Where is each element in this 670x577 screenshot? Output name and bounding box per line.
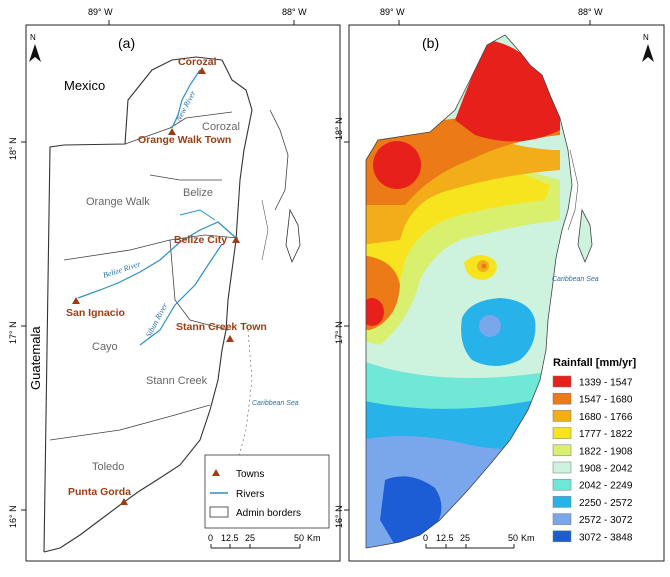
town-marker xyxy=(198,67,206,74)
panel-a-scale-bar: 0 12.5 25 50 Km xyxy=(208,533,321,549)
legend-range-label: 1547 - 1680 xyxy=(579,395,633,406)
panel-b-label: (b) xyxy=(422,35,439,51)
svg-text:0: 0 xyxy=(423,533,428,543)
district-label-corozal: Corozal xyxy=(202,121,240,133)
legend-range-label: 1908 - 2042 xyxy=(579,464,633,475)
town-label-corozal: Corozal xyxy=(178,56,217,68)
legend-range-label: 2250 - 2572 xyxy=(579,498,633,509)
svg-text:N: N xyxy=(30,33,36,42)
borders-legend-icon xyxy=(209,506,229,518)
legend-swatch xyxy=(552,461,572,474)
lon-tick-89w: 89° W xyxy=(88,7,113,17)
legend-range-label: 3072 - 3848 xyxy=(579,532,633,543)
lon-tick-88w-b: 88° W xyxy=(578,7,603,17)
country-border xyxy=(43,56,223,553)
legend-swatch xyxy=(552,478,572,491)
district-label-toledo: Toledo xyxy=(92,461,124,473)
panel-a-legend: Towns Rivers Admin borders xyxy=(204,454,330,529)
lon-tick-89w-b: 89° W xyxy=(380,7,405,17)
legend-swatch xyxy=(552,427,572,439)
legend-rivers: Rivers xyxy=(236,489,264,500)
svg-text:12.5: 12.5 xyxy=(436,533,454,543)
new-river-line xyxy=(171,69,201,129)
svg-text:12.5: 12.5 xyxy=(221,533,239,543)
legend-swatch xyxy=(552,392,572,405)
district-label-cayo: Cayo xyxy=(92,341,118,353)
lat-tick-16n: 16° N xyxy=(8,505,18,528)
svg-text:50: 50 xyxy=(294,533,304,543)
legend-title: Rainfall [mm/yr] xyxy=(553,357,636,369)
svg-text:25: 25 xyxy=(245,533,255,543)
legend-range-label: 2572 - 3072 xyxy=(579,515,633,526)
panel-b: 89° W 88° W 18° N 17° N 16° N (b) N xyxy=(334,7,665,562)
district-label-stann-creek: Stann Creek xyxy=(146,375,208,387)
sibun-river-line xyxy=(139,243,223,346)
district-label-belize: Belize xyxy=(183,187,213,199)
town-marker xyxy=(120,498,128,505)
town-marker xyxy=(168,128,176,135)
lon-tick-88w: 88° W xyxy=(282,7,307,17)
legend-range-label: 2042 - 2249 xyxy=(579,481,633,492)
legend-range-label: 1777 - 1822 xyxy=(579,429,633,440)
legend-swatch xyxy=(552,375,572,388)
lat-tick-18n: 18° N xyxy=(8,137,18,160)
town-label-san-ignacio: San Ignacio xyxy=(66,307,125,319)
legend-towns: Towns xyxy=(236,469,264,480)
legend-swatch xyxy=(552,496,572,508)
panel-a: 89° W 88° W 18° N 17° N 16° N (a) N xyxy=(8,7,341,562)
lat-tick-17n-b: 17° N xyxy=(334,321,344,344)
svg-text:Km: Km xyxy=(521,533,535,543)
town-label-punta-gorda: Punta Gorda xyxy=(68,486,131,498)
panel-a-label: (a) xyxy=(118,35,135,51)
district-label-orange-walk: Orange Walk xyxy=(86,196,150,208)
lat-tick-18n-b: 18° N xyxy=(334,117,344,140)
legend-range-label: 1680 - 1766 xyxy=(579,412,633,423)
svg-text:0: 0 xyxy=(208,533,213,543)
legend-swatch xyxy=(552,444,572,457)
town-label-stann-creek: Stann Creek Town xyxy=(176,321,267,333)
svg-text:N: N xyxy=(643,33,649,42)
north-arrow-icon: N xyxy=(29,33,41,62)
legend-range-label: 1339 - 1547 xyxy=(579,378,633,389)
legend-borders: Admin borders xyxy=(236,508,301,519)
lat-tick-17n: 17° N xyxy=(8,321,18,344)
country-label-guatemala: Guatemala xyxy=(28,326,43,390)
town-label-belize-city: Belize City xyxy=(174,234,227,246)
sea-label-b: Caribbean Sea xyxy=(552,276,599,283)
country-label-mexico: Mexico xyxy=(64,78,105,93)
lat-tick-16n-b: 16° N xyxy=(334,505,344,528)
town-marker xyxy=(226,335,234,342)
north-arrow-icon: N xyxy=(642,33,654,62)
town-label-orange-walk: Orange Walk Town xyxy=(138,134,231,146)
legend-swatch xyxy=(552,513,572,525)
svg-text:Km: Km xyxy=(307,533,321,543)
legend-swatch xyxy=(552,410,572,422)
coastline xyxy=(43,59,253,553)
legend-swatch xyxy=(552,530,572,543)
panel-b-scale-bar: 0 12.5 25 50 Km xyxy=(423,533,535,549)
rainfall-legend: Rainfall [mm/yr] 1339 - 1547 1547 - 1680 1… xyxy=(552,357,636,543)
legend-range-label: 1822 - 1908 xyxy=(579,446,633,457)
belize-river-line xyxy=(77,221,237,299)
town-marker xyxy=(232,236,240,243)
svg-text:50: 50 xyxy=(508,533,518,543)
town-marker xyxy=(72,297,80,304)
sea-label: Caribbean Sea xyxy=(252,400,299,407)
svg-text:25: 25 xyxy=(460,533,470,543)
towns-legend-icon xyxy=(212,469,220,476)
